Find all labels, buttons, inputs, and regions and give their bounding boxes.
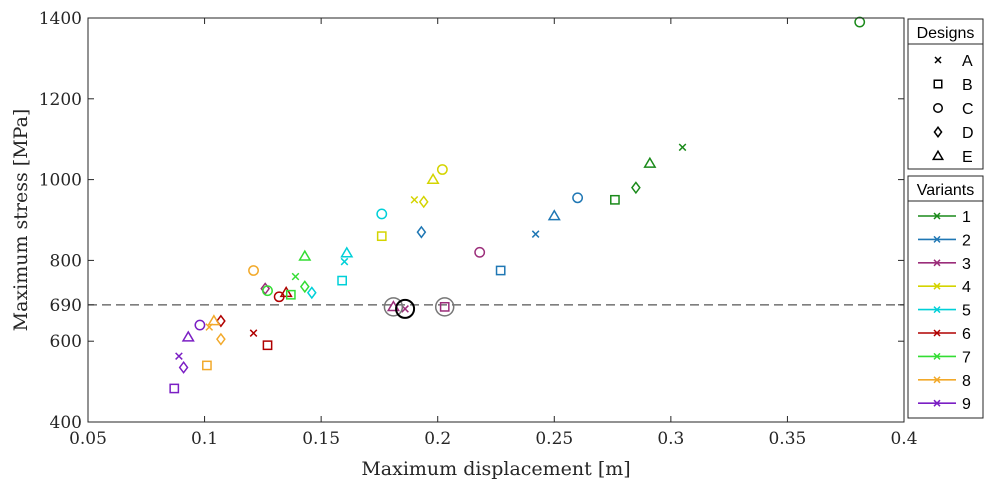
data-point-variant-1-design-d bbox=[631, 181, 641, 195]
variants-legend-label-5: 5 bbox=[962, 303, 971, 320]
data-point-variant-9-design-b bbox=[169, 383, 180, 394]
plot-frame bbox=[87, 17, 905, 423]
data-point-variant-7-design-d bbox=[299, 280, 310, 294]
data-point-variant-5-design-e bbox=[340, 246, 354, 258]
variants-legend-marker-1 bbox=[933, 212, 941, 220]
data-point-variant-4-design-c bbox=[436, 164, 448, 175]
data-point-variant-8-design-e bbox=[207, 314, 221, 326]
data-point-variant-4-design-e bbox=[426, 172, 440, 185]
variants-legend-title: Variants bbox=[917, 182, 975, 199]
designs-legend-marker-d bbox=[933, 125, 943, 139]
y-tick-label: 690 bbox=[50, 296, 82, 316]
plot-area bbox=[88, 16, 904, 394]
data-point-variant-9-design-c bbox=[194, 319, 206, 331]
variants-legend-marker-8 bbox=[933, 376, 941, 384]
variants-legend-label-1: 1 bbox=[962, 209, 971, 226]
data-point-variant-4-design-d bbox=[418, 195, 429, 209]
data-point-variant-9-design-d bbox=[178, 360, 189, 374]
data-point-variant-5-design-c bbox=[376, 208, 388, 220]
designs-legend-label-b: B bbox=[962, 77, 973, 94]
data-point-variant-5-design-b bbox=[337, 275, 348, 286]
designs-legend-label-c: C bbox=[962, 101, 974, 118]
data-point-variant-2-design-b bbox=[495, 265, 506, 276]
axes: 0.05 0.1 0.15 0.2 0.25 0.3 0.35 0.4 400 600 690 800… bbox=[39, 9, 918, 449]
variants-legend-marker-2 bbox=[933, 235, 941, 243]
highlight-ring bbox=[383, 297, 404, 317]
data-point-variant-1-design-c bbox=[854, 16, 866, 28]
variants-legend-label-9: 9 bbox=[962, 396, 971, 413]
data-point-variant-8-design-b bbox=[202, 360, 212, 371]
designs-legend-marker-e bbox=[931, 149, 945, 161]
x-tick-label: 0.3 bbox=[657, 429, 684, 449]
variants-legend-label-7: 7 bbox=[962, 349, 971, 366]
data-point-variant-8-design-d bbox=[216, 332, 226, 346]
data-point-variant-5-design-a bbox=[340, 257, 349, 266]
variants-legend-marker-7 bbox=[933, 352, 941, 360]
variants-legend-label-2: 2 bbox=[962, 232, 971, 249]
designs-legend-label-d: D bbox=[962, 125, 974, 142]
data-point-variant-2-design-e bbox=[547, 209, 561, 221]
data-point-variant-1-design-e bbox=[643, 156, 657, 168]
designs-legend-label-a: A bbox=[962, 53, 973, 70]
designs-legend-marker-a bbox=[934, 56, 942, 64]
data-point-variant-7-design-e bbox=[298, 249, 312, 261]
data-point-variant-7-design-a bbox=[291, 272, 300, 281]
data-point-variant-2-design-d bbox=[416, 225, 427, 239]
highlight-ring bbox=[395, 298, 416, 319]
variants-legend-label-4: 4 bbox=[962, 279, 971, 296]
variants-legend: Variants 1 2 3 4 5 6 7 8 9 bbox=[907, 175, 984, 419]
data-point-variant-3-design-d bbox=[260, 282, 271, 296]
data-point-variant-8-design-c bbox=[248, 265, 259, 276]
x-tick-label: 0.35 bbox=[768, 429, 806, 449]
designs-legend-marker-b bbox=[933, 79, 943, 89]
data-point-variant-6-design-d bbox=[216, 314, 226, 328]
variants-legend-marker-3 bbox=[933, 259, 941, 267]
x-tick-label: 0.05 bbox=[69, 429, 107, 449]
data-point-variant-7-design-b bbox=[285, 289, 296, 300]
variants-legend-label-3: 3 bbox=[962, 256, 971, 273]
variants-legend-label-6: 6 bbox=[962, 326, 971, 343]
data-point-variant-5-design-d bbox=[306, 286, 317, 300]
variants-legend-box bbox=[907, 175, 984, 419]
data-point-variant-3-design-b bbox=[439, 301, 450, 312]
x-tick-label: 0.4 bbox=[890, 429, 917, 449]
x-tick-label: 0.15 bbox=[302, 429, 340, 449]
data-point-variant-9-design-a bbox=[175, 352, 183, 360]
data-point-variant-6-design-a bbox=[249, 329, 258, 337]
variants-legend-label-8: 8 bbox=[962, 373, 971, 390]
data-point-variant-7-design-c bbox=[262, 285, 273, 297]
data-point-variant-2-design-a bbox=[531, 230, 540, 238]
y-tick-label: 400 bbox=[50, 413, 82, 433]
variants-legend-marker-9 bbox=[933, 399, 941, 407]
designs-legend-title: Designs bbox=[917, 25, 975, 42]
x-tick-label: 0.1 bbox=[191, 429, 218, 449]
variants-legend-marker-4 bbox=[933, 282, 941, 290]
y-tick-label: 600 bbox=[50, 332, 82, 352]
data-point-variant-1-design-b bbox=[610, 194, 620, 205]
x-tick-label: 0.2 bbox=[424, 429, 451, 449]
data-point-variant-4-design-b bbox=[376, 231, 387, 242]
data-point-variant-3-design-c bbox=[474, 246, 486, 258]
x-axis-label: Maximum displacement [m] bbox=[361, 458, 630, 480]
y-tick-label: 1200 bbox=[39, 90, 82, 110]
data-point-variant-2-design-c bbox=[572, 192, 584, 204]
y-axis-label: Maximum stress [MPa] bbox=[10, 109, 32, 332]
variants-legend-marker-5 bbox=[933, 306, 941, 314]
data-point-variant-9-design-e bbox=[181, 330, 195, 342]
highlight-ring bbox=[434, 297, 455, 317]
y-tick-label: 1400 bbox=[39, 9, 82, 29]
data-point-variant-1-design-a bbox=[678, 143, 687, 152]
variants-legend-marker-6 bbox=[933, 329, 941, 337]
designs-legend-marker-c bbox=[933, 103, 943, 113]
y-tick-label: 800 bbox=[50, 251, 82, 271]
data-point-variant-4-design-a bbox=[410, 195, 419, 204]
designs-legend-label-e: E bbox=[962, 149, 973, 166]
data-point-variant-6-design-b bbox=[262, 340, 273, 351]
x-tick-label: 0.25 bbox=[535, 429, 573, 449]
y-tick-label: 1000 bbox=[39, 171, 82, 191]
